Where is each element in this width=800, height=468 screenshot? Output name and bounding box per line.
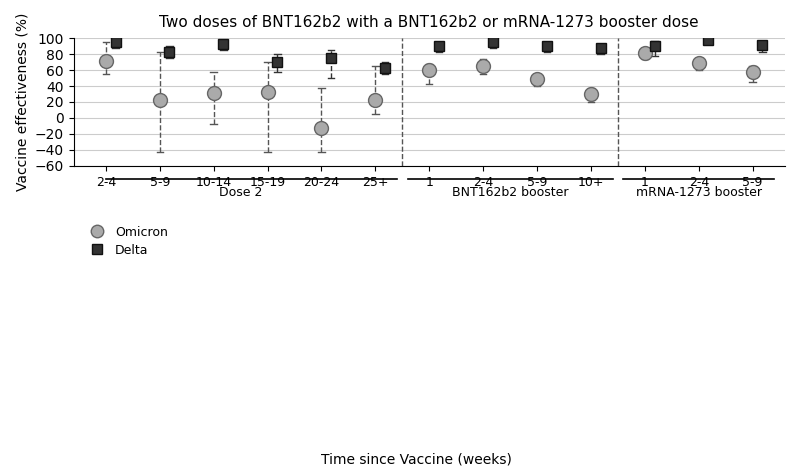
Text: Time since Vaccine (weeks): Time since Vaccine (weeks) [321,452,511,466]
Text: BNT162b2 booster: BNT162b2 booster [452,186,568,198]
Legend: Omicron, Delta: Omicron, Delta [80,220,173,262]
Text: mRNA-1273 booster: mRNA-1273 booster [636,186,762,198]
Title: Two doses of BNT162b2 with a BNT162b2 or mRNA-1273 booster dose: Two doses of BNT162b2 with a BNT162b2 or… [159,15,699,30]
Text: Dose 2: Dose 2 [219,186,262,198]
Y-axis label: Vaccine effectiveness (%): Vaccine effectiveness (%) [15,13,29,191]
